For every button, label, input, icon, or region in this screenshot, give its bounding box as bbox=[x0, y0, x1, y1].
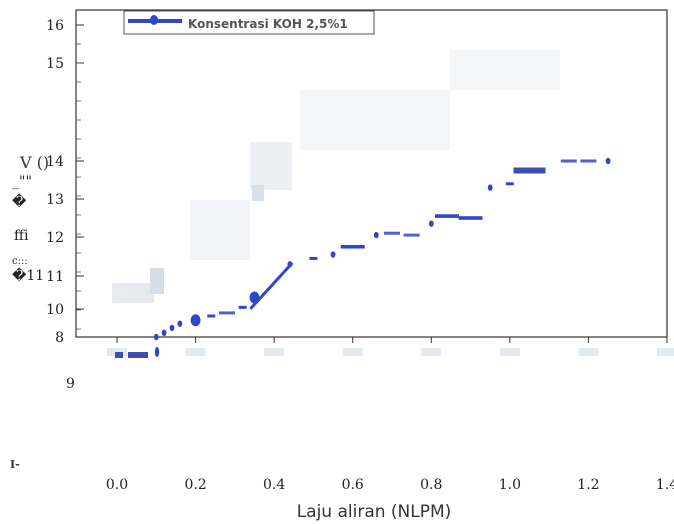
data-point bbox=[435, 214, 459, 218]
y-tick-label: 12 bbox=[46, 230, 64, 246]
data-point bbox=[487, 184, 493, 191]
x-tick-label: 0.8 bbox=[420, 477, 442, 493]
x-axis-ghost-ticks bbox=[107, 348, 674, 356]
x-ghost-tick bbox=[421, 348, 442, 356]
data-point bbox=[605, 157, 611, 165]
data-point-below-axis bbox=[115, 352, 123, 358]
data-point bbox=[560, 159, 577, 163]
series-marks bbox=[115, 157, 611, 358]
data-point bbox=[384, 231, 400, 235]
x-axis-label: Laju aliran (NLPM) bbox=[297, 502, 452, 522]
y-tick-label: 15 bbox=[46, 56, 64, 72]
data-point bbox=[207, 314, 216, 318]
data-point bbox=[287, 261, 293, 268]
y-tick-label: 10 bbox=[46, 302, 64, 318]
y-axis: 8 10 11 12 13 14 15 16 bbox=[46, 18, 84, 346]
y-axis-label: V () bbox=[19, 153, 49, 172]
x-tick-label: 1.2 bbox=[577, 477, 599, 493]
data-point bbox=[513, 167, 546, 174]
data-point bbox=[458, 216, 483, 220]
x-ghost-tick bbox=[264, 348, 285, 356]
data-point bbox=[153, 333, 159, 341]
legend-label: Konsentrasi KOH 2,5%1 bbox=[188, 17, 348, 31]
y-garbled-label: _"" bbox=[12, 174, 32, 190]
y-tick-label: 8 bbox=[55, 330, 64, 346]
y-tick-label: 11 bbox=[46, 269, 64, 285]
y-garbled-label: �11 bbox=[12, 267, 44, 284]
data-point bbox=[428, 220, 434, 227]
data-point bbox=[177, 320, 183, 327]
x-tick-label: 0.0 bbox=[106, 477, 128, 493]
legend-marker-swatch bbox=[150, 15, 158, 25]
x-ghost-tick bbox=[657, 348, 674, 356]
data-point bbox=[169, 324, 175, 332]
legend: Konsentrasi KOH 2,5%1 bbox=[123, 10, 375, 35]
x-tick-label: 1.4 bbox=[656, 477, 674, 493]
x-ghost-tick bbox=[578, 348, 599, 356]
y-axis-label-v: V () bbox=[19, 153, 49, 172]
data-point bbox=[190, 314, 201, 327]
data-point bbox=[580, 159, 597, 163]
x-tick-label: 1.0 bbox=[499, 477, 521, 493]
x-tick-label: 0.6 bbox=[342, 477, 364, 493]
x-tick-label: 0.2 bbox=[184, 477, 206, 493]
data-point bbox=[238, 305, 247, 309]
background-artifacts bbox=[112, 50, 560, 303]
x-ghost-tick bbox=[342, 348, 363, 356]
y-garbled-label: ffi bbox=[14, 228, 29, 244]
data-point bbox=[403, 233, 420, 237]
x-ghost-tick bbox=[185, 348, 206, 356]
data-point bbox=[373, 231, 379, 239]
data-point bbox=[340, 244, 365, 249]
y-garbled-label: c::: bbox=[12, 256, 28, 267]
data-point bbox=[219, 311, 235, 315]
y-garbled-label: � bbox=[12, 193, 27, 210]
data-point-below-axis bbox=[154, 347, 160, 357]
x-ghost-tick bbox=[499, 348, 520, 356]
plot-frame bbox=[75, 9, 668, 338]
legend-box bbox=[123, 10, 375, 35]
stray-mark: I- bbox=[10, 458, 20, 471]
x-axis: 0.0 0.2 0.4 0.6 0.8 1.0 1.2 1.4 bbox=[106, 337, 674, 493]
x-tick-label: 0.4 bbox=[263, 477, 285, 493]
y-tick-label: 13 bbox=[46, 192, 64, 208]
data-point bbox=[249, 261, 294, 310]
data-point bbox=[505, 182, 514, 186]
y-tick-label: 14 bbox=[46, 154, 64, 170]
y-tick-label: 16 bbox=[46, 18, 64, 34]
data-point bbox=[309, 256, 318, 260]
data-point-below-axis bbox=[128, 352, 148, 358]
data-point bbox=[330, 251, 336, 258]
data-point bbox=[161, 329, 167, 336]
y-stray-tick-label: 9 bbox=[66, 376, 75, 392]
